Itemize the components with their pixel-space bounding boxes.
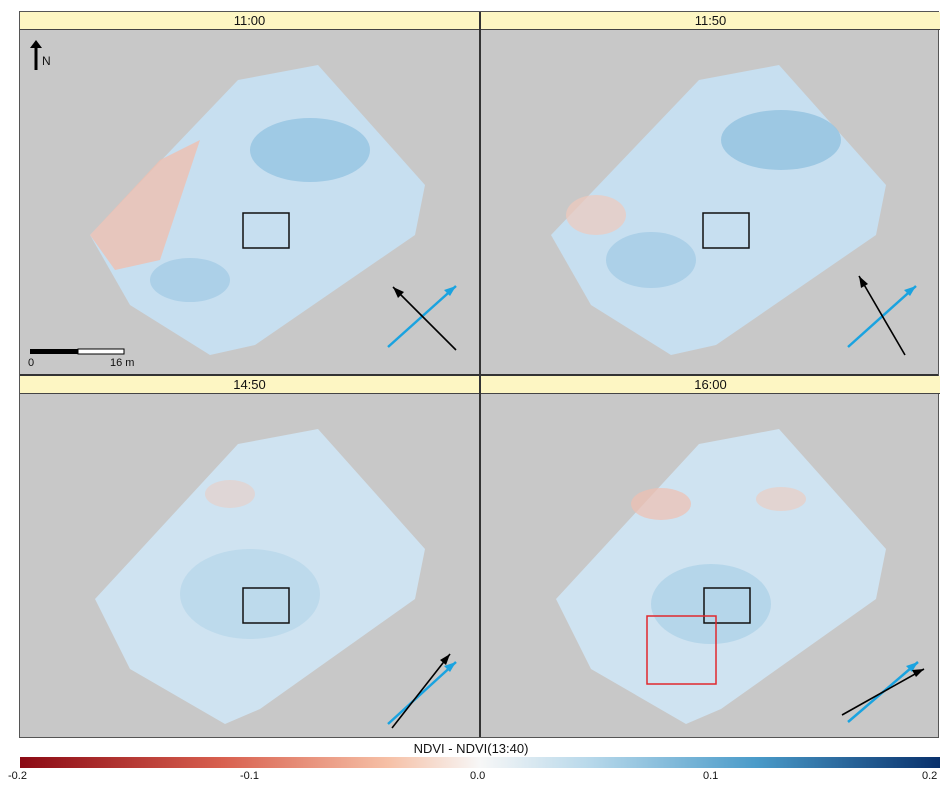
panel-1450: 14:50 (20, 376, 479, 739)
panel-1150: 11:50 (481, 12, 940, 374)
map-grid: 11:00 N (19, 11, 940, 739)
study-box (242, 212, 290, 249)
horizontal-divider (20, 374, 938, 376)
study-box (703, 587, 751, 624)
negative-zone (631, 488, 691, 520)
study-box (242, 587, 290, 624)
panel-title: 11:50 (481, 12, 940, 30)
panel-1100: 11:00 N (20, 12, 479, 374)
map-area (481, 30, 940, 374)
ndvi-map (551, 65, 917, 356)
ndvi-map (90, 65, 457, 355)
tick-label: 0.1 (703, 770, 719, 782)
negative-zone (756, 487, 806, 511)
negative-zone (205, 480, 255, 508)
map-area (481, 394, 940, 738)
panel-title: 11:00 (20, 12, 479, 30)
panel-title: 16:00 (481, 376, 940, 394)
north-arrow-icon: N (30, 40, 60, 76)
positive-zone (150, 258, 230, 302)
positive-zone (250, 118, 370, 182)
colorbar (20, 757, 940, 768)
sun-wind-arrows-1600-icon (841, 661, 925, 723)
north-label: N (42, 54, 51, 68)
ndvi-map (95, 429, 457, 729)
scale-end: 16 m (110, 357, 135, 369)
panel-title: 14:50 (20, 376, 479, 394)
tick-label: 0.0 (470, 770, 486, 782)
positive-zone (180, 549, 320, 639)
map-area (20, 394, 479, 738)
sun-wind-arrows-1100-icon (387, 285, 457, 351)
tick-label: 0.2 (922, 770, 938, 782)
ndvi-map (556, 429, 925, 724)
sun-wind-arrows-1150-icon (847, 275, 917, 356)
scale-start: 0 (28, 357, 35, 369)
positive-zone (606, 232, 696, 288)
sun-wind-arrows-1450-icon (387, 653, 457, 729)
panel-1600: 16:00 (481, 376, 940, 739)
tick-label: -0.2 (8, 770, 27, 782)
negative-zone (566, 195, 626, 235)
study-box (702, 212, 750, 249)
scale-bar: 0 16 m (28, 348, 158, 372)
highlight-box (646, 615, 717, 685)
map-area (20, 30, 479, 374)
tick-label: -0.1 (240, 770, 259, 782)
legend-title: NDVI - NDVI(13:40) (413, 741, 529, 756)
positive-zone (651, 564, 771, 644)
negative-zone (90, 140, 200, 270)
positive-zone (721, 110, 841, 170)
